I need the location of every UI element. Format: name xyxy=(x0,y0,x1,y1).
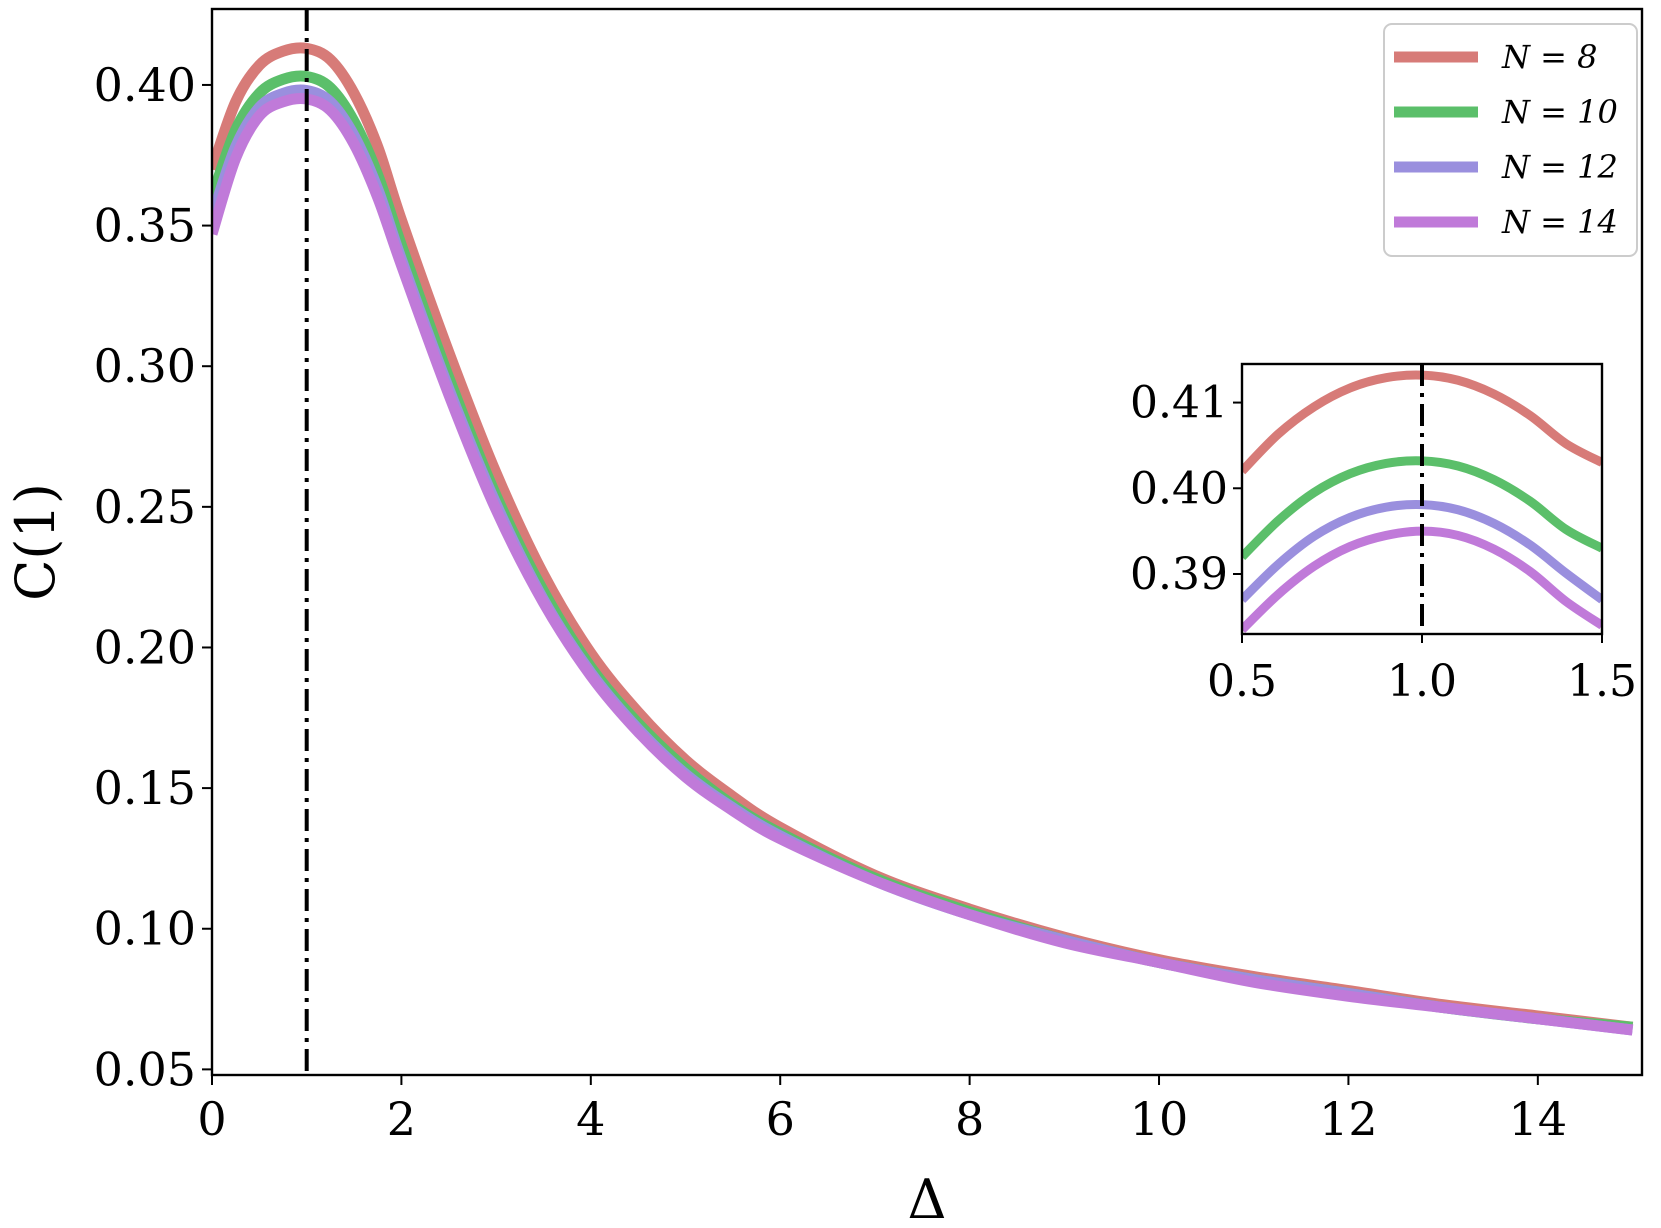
main-series-line-4 xyxy=(212,92,1634,1036)
inset-x-tick-label: 1.5 xyxy=(1567,656,1637,707)
main-y-tick-label: 0.35 xyxy=(94,199,196,253)
main-y-tick-label: 0.30 xyxy=(94,339,196,393)
inset-plot: 0.5 1.0 1.5 0.39 0.40 0.41 xyxy=(1130,362,1637,707)
legend-box xyxy=(1383,23,1638,257)
main-y-tick-label: 0.15 xyxy=(94,761,196,815)
main-x-tick-label: 4 xyxy=(576,1092,605,1146)
main-series-lines xyxy=(212,42,1634,1036)
main-x-tick-label: 0 xyxy=(197,1092,226,1146)
main-axes-frame xyxy=(210,7,1644,1077)
main-y-tick-label: 0.25 xyxy=(94,480,196,534)
main-y-tick-label: 0.10 xyxy=(94,902,196,956)
inset-y-ticks: 0.39 0.40 0.41 xyxy=(1130,378,1242,600)
inset-x-ticks: 0.5 1.0 1.5 xyxy=(1207,634,1637,707)
legend-entries: N = 8 N = 10 N = 12 N = 14 xyxy=(1394,38,1618,241)
inset-x-tick-label: 0.5 xyxy=(1207,656,1277,707)
main-y-ticks: 0.05 0.10 0.15 0.20 0.25 0.30 0.35 0.40 xyxy=(94,58,212,1096)
main-x-tick-label: 2 xyxy=(387,1092,416,1146)
main-x-tick-label: 14 xyxy=(1509,1092,1568,1146)
legend: N = 8 N = 10 N = 12 N = 14 xyxy=(1383,23,1638,257)
inset-x-tick-label: 1.0 xyxy=(1387,656,1457,707)
main-x-tick-label: 10 xyxy=(1130,1092,1189,1146)
main-x-tick-label: 12 xyxy=(1319,1092,1378,1146)
legend-label: N = 10 xyxy=(1501,93,1618,131)
legend-label: N = 8 xyxy=(1501,38,1598,76)
x-axis-label: Δ xyxy=(908,1168,947,1228)
y-axis-label: C(1) xyxy=(4,483,67,601)
main-plot: 0 2 4 6 8 10 12 14 0.05 0.10 0.15 0.20 0.25 0.30 0.35… xyxy=(4,7,1644,1228)
inset-y-tick-label: 0.41 xyxy=(1130,378,1228,429)
inset-y-tick-label: 0.40 xyxy=(1130,463,1228,514)
main-x-tick-label: 6 xyxy=(766,1092,795,1146)
main-x-ticks: 0 2 4 6 8 10 12 14 xyxy=(197,1075,1567,1146)
main-x-tick-label: 8 xyxy=(955,1092,984,1146)
main-y-tick-label: 0.05 xyxy=(94,1042,196,1096)
legend-label: N = 12 xyxy=(1501,148,1618,186)
main-y-tick-label: 0.40 xyxy=(94,58,196,112)
inset-y-tick-label: 0.39 xyxy=(1130,549,1228,600)
legend-label: N = 14 xyxy=(1501,203,1618,241)
main-y-tick-label: 0.20 xyxy=(94,620,196,674)
